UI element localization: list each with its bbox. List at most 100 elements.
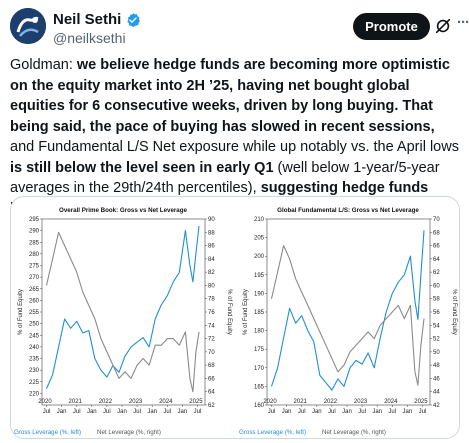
legend-entry: Gross Leverage (%, left) <box>239 429 306 436</box>
tweet-text-segment: and Fundamental L/S Net exposure while u… <box>10 139 459 155</box>
y-right-tick-label: 64 <box>433 257 440 263</box>
y-right-tick-label: 82 <box>208 270 215 276</box>
y-right-tick-label: 72 <box>208 337 215 343</box>
x-month-label: Jul <box>268 409 276 415</box>
x-month-label: Jul <box>43 409 51 415</box>
x-year-label: 2023 <box>354 399 368 405</box>
tweet-text-segment: we believe hedge funds are becoming more… <box>10 57 450 135</box>
more-options-icon[interactable]: ··· <box>457 14 469 31</box>
x-year-label: 2020 <box>38 399 52 405</box>
x-month-label: Jan <box>147 409 157 415</box>
x-month-label: Jul <box>328 409 336 415</box>
y-right-tick-label: 58 <box>433 297 440 303</box>
y-right-tick-label: 68 <box>433 230 440 236</box>
x-month-label: Jul <box>388 409 396 415</box>
y-right-tick-label: 62 <box>208 403 215 409</box>
chart-overall-prime-book: Overall Prime Book: Gross vs Net Leverag… <box>11 197 236 438</box>
x-month-label: Jan <box>87 409 97 415</box>
y-left-tick-label: 270 <box>29 275 40 281</box>
x-year-label: 2025 <box>414 399 428 405</box>
grok-icon[interactable] <box>434 17 452 35</box>
y-right-tick-label: 54 <box>433 323 440 329</box>
y-right-tick-label: 48 <box>433 363 440 369</box>
y-left-tick-label: 200 <box>254 254 265 260</box>
x-year-label: 2024 <box>159 399 173 405</box>
y-right-tick-label: 86 <box>208 244 215 250</box>
net-leverage-line <box>270 245 425 386</box>
y-left-tick-label: 180 <box>254 329 265 335</box>
y-left-tick-label: 165 <box>254 384 265 390</box>
y-left-tick-label: 260 <box>29 298 40 304</box>
tweet-text-segment: (well below 1-year/5-year averages in th… <box>10 159 440 197</box>
y-right-tick-label: 80 <box>208 283 215 289</box>
chart-global-fundamental-ls: Global Fundamental L/S: Gross vs Net Lev… <box>236 197 459 438</box>
y-left-axis-label: % of Fund Equity <box>243 289 249 335</box>
x-year-label: 2021 <box>294 399 308 405</box>
y-right-tick-label: 50 <box>433 350 440 356</box>
y-right-tick-label: 70 <box>433 217 440 223</box>
x-year-label: 2024 <box>384 399 398 405</box>
x-month-label: Jan <box>372 409 382 415</box>
y-left-tick-label: 195 <box>254 273 265 279</box>
y-right-tick-label: 62 <box>433 270 440 276</box>
y-right-axis-label: % of Fund Equity <box>451 289 457 335</box>
x-month-label: Jan <box>282 409 292 415</box>
y-left-tick-label: 175 <box>254 347 265 353</box>
y-left-tick-label: 240 <box>29 345 40 351</box>
y-right-tick-label: 66 <box>208 376 215 382</box>
tweet-text-segment: is still below the level seen in early Q… <box>10 159 274 176</box>
y-left-tick-label: 255 <box>29 310 40 316</box>
y-left-tick-label: 290 <box>29 229 40 235</box>
handle[interactable]: @neilksethi <box>53 30 126 46</box>
x-year-label: 2021 <box>69 399 83 405</box>
y-right-axis-label: % of Fund Equity <box>226 289 232 335</box>
x-month-label: Jan <box>403 409 413 415</box>
x-month-label: Jan <box>178 409 188 415</box>
name-row: Neil Sethi <box>53 11 141 28</box>
y-left-tick-label: 160 <box>254 403 265 409</box>
y-left-tick-label: 230 <box>29 368 40 374</box>
promote-button[interactable]: Promote <box>353 13 430 40</box>
chart-image[interactable]: Overall Prime Book: Gross vs Net Leverag… <box>10 196 460 439</box>
x-month-label: Jul <box>103 409 111 415</box>
y-left-tick-label: 170 <box>254 366 265 372</box>
y-right-tick-label: 76 <box>208 310 215 316</box>
x-month-label: Jul <box>163 409 171 415</box>
gross-leverage-line <box>45 225 200 389</box>
display-name[interactable]: Neil Sethi <box>53 11 122 28</box>
y-left-tick-label: 235 <box>29 357 40 363</box>
legend-entry: Gross Leverage (%, left) <box>14 429 81 436</box>
x-year-label: 2023 <box>129 399 143 405</box>
avatar[interactable] <box>10 8 46 44</box>
x-month-label: Jan <box>312 409 322 415</box>
y-left-tick-label: 265 <box>29 287 40 293</box>
y-right-tick-label: 78 <box>208 297 215 303</box>
x-month-label: Jul <box>358 409 366 415</box>
y-right-tick-label: 60 <box>433 283 440 289</box>
y-left-tick-label: 205 <box>254 236 265 242</box>
y-right-tick-label: 44 <box>433 390 440 396</box>
y-right-tick-label: 66 <box>433 244 440 250</box>
y-left-tick-label: 285 <box>29 240 40 246</box>
y-right-tick-label: 46 <box>433 376 440 382</box>
y-left-axis-label: % of Fund Equity <box>18 289 24 335</box>
legend-entry: Net Leverage (%, right) <box>97 429 161 436</box>
verified-badge-icon <box>127 12 141 27</box>
legend-entry: Net Leverage (%, right) <box>322 429 386 436</box>
x-year-label: 2022 <box>324 399 338 405</box>
y-left-tick-label: 250 <box>29 322 40 328</box>
y-right-tick-label: 74 <box>208 323 215 329</box>
y-left-tick-label: 225 <box>29 380 40 386</box>
x-month-label: Jul <box>298 409 306 415</box>
gross-leverage-line <box>270 230 425 391</box>
y-right-tick-label: 42 <box>433 403 440 409</box>
y-right-tick-label: 84 <box>208 257 215 263</box>
x-month-label: Jan <box>342 409 352 415</box>
y-left-tick-label: 190 <box>254 291 265 297</box>
y-left-tick-label: 210 <box>254 217 265 223</box>
x-month-label: Jul <box>73 409 81 415</box>
tweet-text-segment: Goldman: <box>10 57 77 73</box>
tweet-text: Goldman: we believe hedge funds are beco… <box>10 55 462 219</box>
y-right-tick-label: 88 <box>208 230 215 236</box>
plot-frame <box>41 218 206 406</box>
